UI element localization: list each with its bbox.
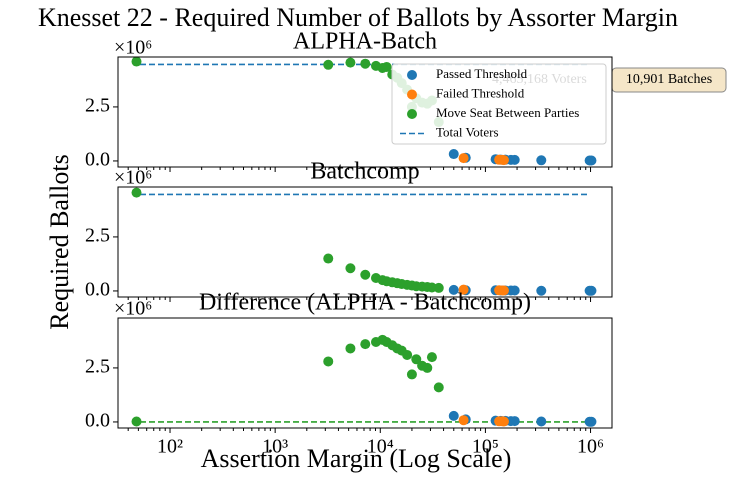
point xyxy=(360,58,371,69)
point xyxy=(586,155,597,166)
point xyxy=(345,263,356,274)
x-tick-label: 10⁶ xyxy=(577,436,604,458)
point xyxy=(433,282,444,293)
point xyxy=(131,416,142,427)
panel-title: ALPHA-Batch xyxy=(293,29,437,55)
point xyxy=(536,285,547,296)
x-tick-label: 10³ xyxy=(262,436,288,458)
legend-swatch xyxy=(407,89,417,100)
point xyxy=(498,155,509,166)
x-tick-label: 10² xyxy=(157,436,183,458)
point xyxy=(433,382,444,393)
y-tick-label: 0.0 xyxy=(85,149,110,171)
legend-swatch xyxy=(407,70,417,80)
point xyxy=(360,269,371,280)
point xyxy=(411,354,422,365)
y-tick-label: 2.5 xyxy=(85,356,110,378)
y-offset-label: ×10⁶ xyxy=(114,298,152,320)
y-offset-label: ×10⁶ xyxy=(114,167,152,189)
x-axis-label: Assertion Margin (Log Scale) xyxy=(201,444,512,473)
x-tick-label: 10⁵ xyxy=(472,436,499,458)
annotation: 10,901 Batches xyxy=(626,72,712,87)
point xyxy=(402,349,413,360)
point xyxy=(381,61,392,72)
point xyxy=(536,155,547,166)
point xyxy=(426,352,437,363)
point xyxy=(345,57,356,68)
legend-swatch xyxy=(407,109,417,119)
point xyxy=(448,410,459,421)
x-tick-label: 10⁴ xyxy=(367,436,394,458)
point xyxy=(509,154,520,165)
y-axis-label: Required Ballots xyxy=(45,154,74,329)
point xyxy=(458,415,469,426)
plot-frame xyxy=(117,317,613,429)
point xyxy=(323,253,334,264)
point xyxy=(458,153,469,164)
point xyxy=(458,284,469,295)
y-tick-label: 0.0 xyxy=(85,279,110,301)
panel-title: Batchcomp xyxy=(310,159,419,185)
legend-label: Passed Threshold xyxy=(436,66,528,81)
point xyxy=(406,369,417,380)
point xyxy=(586,285,597,296)
point xyxy=(586,416,597,427)
figure-title: Knesset 22 - Required Number of Ballots … xyxy=(38,3,678,32)
plot-frame xyxy=(117,56,613,168)
point xyxy=(131,56,142,67)
point xyxy=(131,187,142,198)
point xyxy=(345,343,356,354)
point xyxy=(323,356,334,367)
point xyxy=(323,59,334,70)
point xyxy=(448,149,459,160)
legend-label: Failed Threshold xyxy=(436,85,525,100)
point xyxy=(509,416,520,427)
point xyxy=(360,339,371,350)
y-tick-label: 0.0 xyxy=(85,410,110,432)
point xyxy=(498,416,509,427)
y-offset-label: ×10⁶ xyxy=(114,37,152,59)
y-tick-label: 2.5 xyxy=(85,95,110,117)
point xyxy=(498,285,509,296)
legend-box xyxy=(391,63,607,145)
plot-frame xyxy=(117,186,613,298)
point xyxy=(422,362,433,373)
panel-title: Difference (ALPHA - Batchcomp) xyxy=(199,290,531,316)
point xyxy=(536,416,547,427)
y-tick-label: 2.5 xyxy=(85,225,110,247)
legend-label: Total Voters xyxy=(436,124,499,139)
point xyxy=(509,285,520,296)
legend-label: Move Seat Between Parties xyxy=(436,105,579,120)
point xyxy=(448,284,459,295)
